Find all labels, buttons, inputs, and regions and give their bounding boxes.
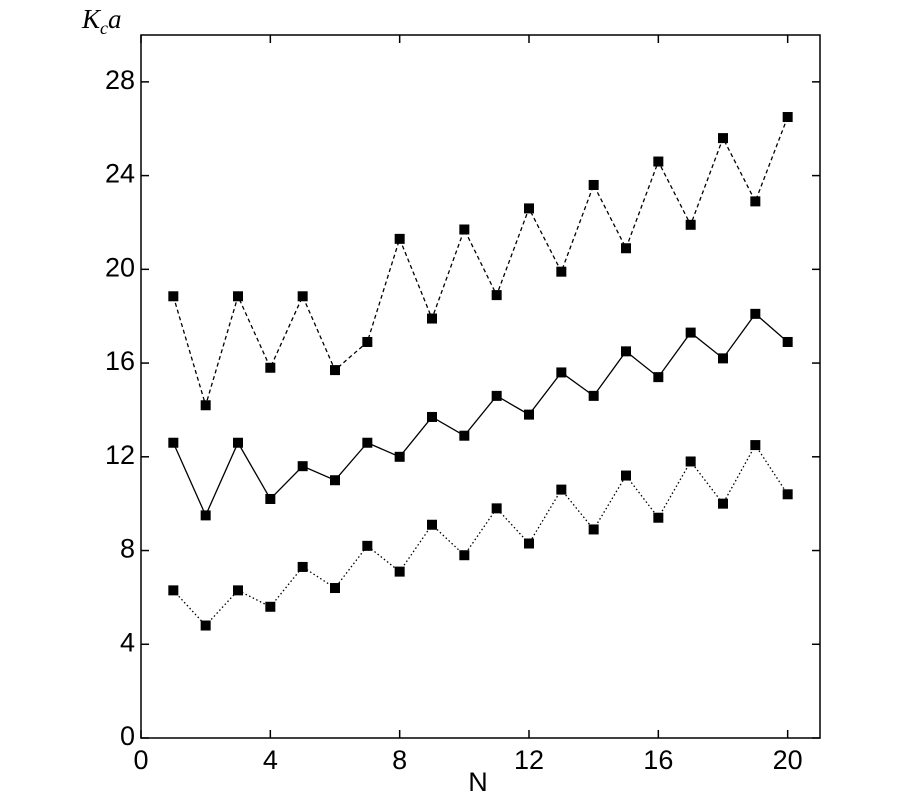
point — [685, 219, 696, 230]
y-tick-label: 24 — [105, 159, 135, 189]
point — [556, 266, 567, 277]
point — [362, 437, 373, 448]
point — [621, 243, 631, 254]
point — [588, 390, 599, 401]
point — [233, 585, 243, 596]
point — [653, 156, 664, 167]
y-label-main: K — [81, 4, 102, 34]
point — [524, 538, 534, 549]
y-tick-label: 0 — [120, 721, 135, 751]
point — [718, 133, 728, 144]
series-line — [172, 443, 789, 627]
point — [621, 346, 631, 357]
x-tick-label: 16 — [643, 745, 673, 775]
point — [750, 440, 761, 451]
point — [427, 411, 437, 422]
point — [297, 291, 308, 302]
series-line — [172, 116, 789, 408]
y-tick-label: 8 — [120, 534, 135, 564]
point — [362, 336, 373, 347]
point — [782, 336, 793, 347]
point — [362, 540, 373, 551]
point — [588, 179, 599, 190]
x-tick-label: 4 — [263, 745, 278, 775]
y-tick-label: 12 — [105, 440, 135, 470]
y-axis-label: Kca — [81, 4, 122, 38]
x-tick-label: 20 — [773, 745, 803, 775]
point — [168, 291, 179, 302]
point — [491, 390, 502, 401]
y-tick-label: 4 — [120, 627, 135, 657]
point — [653, 372, 664, 383]
x-tick-label: 12 — [514, 745, 544, 775]
point — [200, 620, 211, 631]
point — [718, 353, 728, 364]
point — [621, 470, 631, 481]
point — [394, 233, 405, 244]
point — [782, 489, 793, 500]
point — [556, 367, 567, 378]
point — [200, 510, 211, 521]
point — [297, 461, 308, 472]
point — [718, 498, 728, 509]
point — [297, 561, 308, 572]
x-tick-label: 8 — [392, 745, 407, 775]
point — [233, 437, 243, 448]
point — [491, 503, 502, 514]
point — [168, 585, 179, 596]
point — [394, 566, 405, 577]
point — [330, 365, 340, 376]
point — [427, 519, 437, 530]
point — [782, 112, 793, 123]
point — [556, 484, 567, 495]
series-line — [172, 312, 789, 517]
point — [265, 493, 276, 504]
point — [330, 583, 340, 594]
point — [653, 512, 664, 523]
point — [168, 437, 179, 448]
x-axis-label: N — [468, 767, 488, 797]
point — [524, 409, 534, 420]
point — [750, 308, 761, 319]
point — [750, 196, 761, 207]
plot-frame — [140, 34, 821, 739]
point — [459, 224, 470, 235]
point — [685, 327, 696, 338]
point — [491, 290, 502, 301]
point — [200, 400, 211, 411]
point — [459, 550, 470, 561]
x-tick-label: 0 — [133, 745, 148, 775]
point — [265, 601, 276, 612]
y-tick-label: 28 — [105, 65, 135, 95]
point — [330, 475, 340, 486]
point — [394, 451, 405, 462]
y-tick-label: 16 — [105, 346, 135, 376]
point — [427, 313, 437, 324]
point — [588, 524, 599, 535]
point — [459, 430, 470, 441]
point — [685, 456, 696, 467]
point — [233, 291, 243, 302]
point — [524, 203, 534, 214]
y-label-tail: a — [108, 4, 122, 34]
point — [265, 362, 276, 373]
y-tick-label: 20 — [105, 252, 135, 282]
y-label-sub: c — [100, 18, 108, 38]
